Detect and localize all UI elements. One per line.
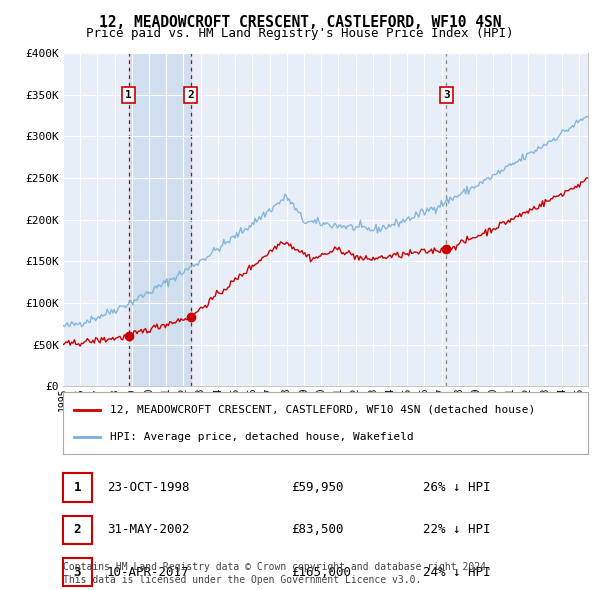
Text: 22% ↓ HPI: 22% ↓ HPI	[423, 523, 491, 536]
Text: 2: 2	[187, 90, 194, 100]
Text: Contains HM Land Registry data © Crown copyright and database right 2024.: Contains HM Land Registry data © Crown c…	[63, 562, 492, 572]
Text: 3: 3	[443, 90, 450, 100]
Text: £165,000: £165,000	[291, 566, 351, 579]
Text: 23-OCT-1998: 23-OCT-1998	[107, 481, 190, 494]
Text: Price paid vs. HM Land Registry's House Price Index (HPI): Price paid vs. HM Land Registry's House …	[86, 27, 514, 40]
Text: 10-APR-2017: 10-APR-2017	[107, 566, 190, 579]
Text: 3: 3	[74, 566, 81, 579]
Text: 2: 2	[74, 523, 81, 536]
Text: 24% ↓ HPI: 24% ↓ HPI	[423, 566, 491, 579]
Text: HPI: Average price, detached house, Wakefield: HPI: Average price, detached house, Wake…	[110, 432, 414, 442]
Text: 1: 1	[74, 481, 81, 494]
Text: This data is licensed under the Open Government Licence v3.0.: This data is licensed under the Open Gov…	[63, 575, 421, 585]
Text: 12, MEADOWCROFT CRESCENT, CASTLEFORD, WF10 4SN (detached house): 12, MEADOWCROFT CRESCENT, CASTLEFORD, WF…	[110, 405, 536, 415]
Text: 1: 1	[125, 90, 132, 100]
Text: £83,500: £83,500	[291, 523, 343, 536]
Text: 26% ↓ HPI: 26% ↓ HPI	[423, 481, 491, 494]
Text: 31-MAY-2002: 31-MAY-2002	[107, 523, 190, 536]
Bar	[128, 53, 191, 386]
Text: 12, MEADOWCROFT CRESCENT, CASTLEFORD, WF10 4SN: 12, MEADOWCROFT CRESCENT, CASTLEFORD, WF…	[99, 15, 501, 30]
Text: £59,950: £59,950	[291, 481, 343, 494]
